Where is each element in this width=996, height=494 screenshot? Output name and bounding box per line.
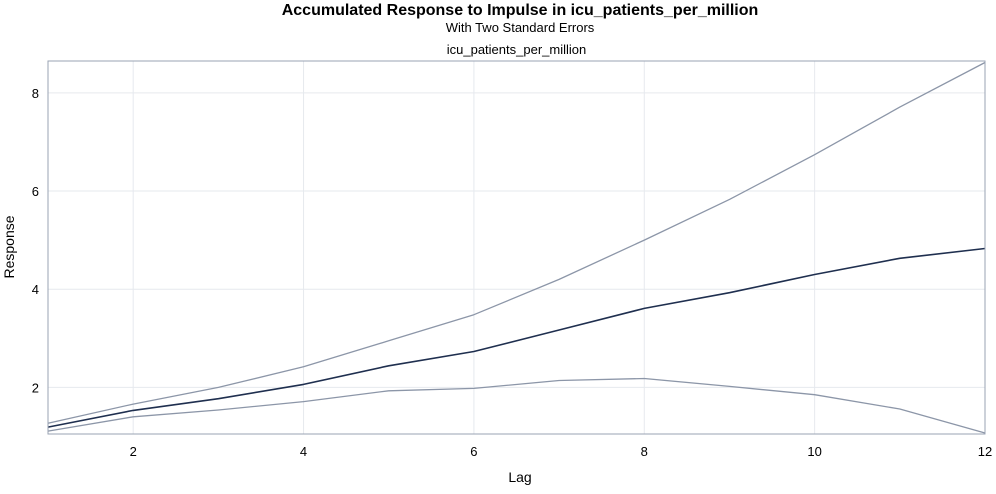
chart-title: Accumulated Response to Impulse in icu_p… xyxy=(281,2,759,19)
x-tick-label: 6 xyxy=(470,444,477,459)
x-axis-label: Lag xyxy=(508,469,531,485)
tick-labels: 2 4 6 8 10 12 2 4 6 8 xyxy=(32,86,992,459)
lower-series-line xyxy=(47,377,986,434)
x-tick-label: 8 xyxy=(641,444,648,459)
y-tick-label: 8 xyxy=(32,86,39,101)
x-tick-label: 10 xyxy=(807,444,821,459)
y-tick-label: 6 xyxy=(32,184,39,199)
panel-title: icu_patients_per_million xyxy=(446,42,587,57)
series-lines xyxy=(47,61,986,434)
upper-series-line xyxy=(47,61,986,424)
x-tick-label: 4 xyxy=(300,444,307,459)
y-axis-label: Response xyxy=(1,215,17,278)
x-tick-label: 12 xyxy=(978,444,992,459)
grid-lines xyxy=(48,61,986,434)
y-tick-label: 2 xyxy=(32,380,39,395)
chart-subtitle: With Two Standard Errors xyxy=(445,20,595,35)
y-tick-label: 4 xyxy=(32,282,39,297)
x-tick-label: 2 xyxy=(130,444,137,459)
response-series-line xyxy=(47,247,986,428)
plot-frame xyxy=(47,60,986,435)
